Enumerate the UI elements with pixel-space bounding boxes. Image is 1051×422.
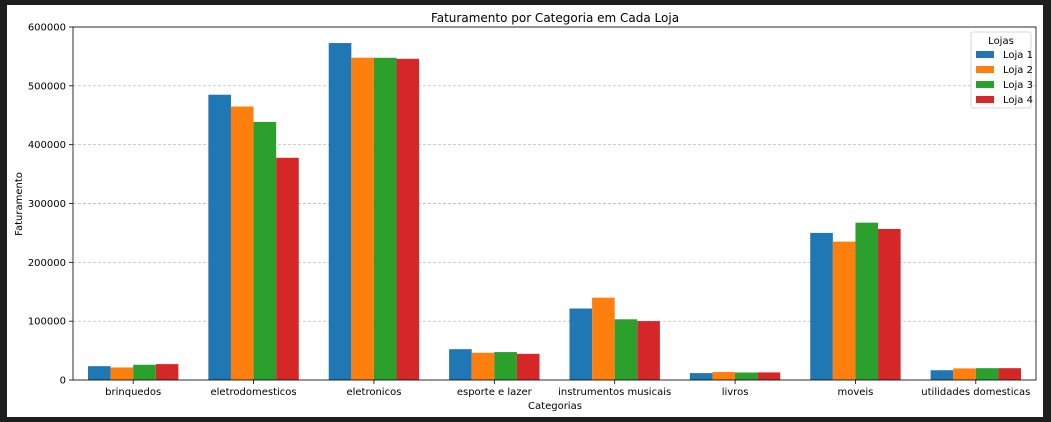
bar — [878, 228, 901, 380]
bar — [757, 372, 781, 380]
bar — [712, 372, 736, 380]
chart-figure: 0 100000 200000 300000 400000 500000 600000 br… — [7, 5, 1043, 417]
chart-title: Faturamento por Categoria em Cada Loja — [431, 11, 679, 25]
y-tick-label: 300000 — [28, 199, 66, 210]
x-tick-label: eletronicos — [346, 387, 401, 398]
y-tick-label: 500000 — [28, 81, 66, 92]
x-tick-label: instrumentos musicais — [558, 387, 671, 398]
bar — [569, 308, 593, 380]
bar — [855, 222, 879, 380]
bar — [396, 58, 420, 381]
x-tick-label: brinquedos — [105, 387, 161, 398]
bar — [253, 121, 277, 380]
bar — [930, 370, 954, 380]
bar — [133, 364, 156, 380]
bar — [810, 232, 833, 380]
bar — [637, 321, 660, 380]
y-tick-label: 100000 — [28, 317, 66, 328]
bar-chart: 0 100000 200000 300000 400000 500000 600000 br… — [14, 11, 1037, 412]
x-tick-label: eletrodomesticos — [211, 387, 297, 398]
bar — [328, 43, 352, 381]
bar — [276, 157, 299, 380]
bar — [614, 319, 638, 380]
x-axis-label: Categorias — [528, 401, 582, 412]
bar — [449, 349, 472, 380]
bar — [832, 241, 856, 380]
bar — [494, 352, 517, 380]
bar — [689, 373, 713, 380]
legend-label: Loja 3 — [1003, 80, 1033, 91]
legend-label: Loja 1 — [1003, 50, 1033, 61]
x-tick-label: livros — [722, 387, 749, 398]
y-tick-label: 0 — [60, 376, 66, 387]
y-axis-label: Faturamento — [14, 172, 25, 236]
bar — [516, 353, 540, 380]
legend-label: Loja 4 — [1003, 95, 1033, 106]
bars — [87, 43, 1022, 381]
legend-swatch — [976, 81, 994, 88]
bar — [953, 368, 976, 380]
bar — [471, 352, 495, 380]
bar — [351, 57, 374, 380]
legend-items: Loja 1 Loja 2 Loja 3 Loja 4 — [976, 50, 1033, 106]
y-axis: 0 100000 200000 300000 400000 500000 600000 — [28, 23, 73, 387]
bar — [87, 366, 111, 380]
x-tick-label: utilidades domesticas — [921, 387, 1030, 398]
bar — [373, 57, 397, 380]
legend-swatch — [976, 96, 994, 103]
bar — [998, 368, 1022, 380]
bar — [975, 368, 999, 380]
bar — [110, 367, 134, 380]
bar — [735, 372, 758, 380]
legend-swatch — [976, 66, 994, 73]
bar — [230, 106, 254, 380]
bar — [155, 364, 179, 380]
y-tick-label: 600000 — [28, 23, 66, 34]
x-tick-label: esporte e lazer — [457, 387, 533, 398]
y-tick-label: 200000 — [28, 258, 66, 269]
legend: Lojas Loja 1 Loja 2 Loja 3 Loja 4 — [970, 31, 1033, 109]
bar — [208, 94, 231, 380]
legend-label: Loja 2 — [1003, 65, 1033, 76]
legend-swatch — [976, 51, 994, 58]
x-tick-label: moveis — [837, 387, 873, 398]
y-tick-label: 400000 — [28, 140, 66, 151]
bar — [592, 297, 615, 380]
x-axis: brinquedos eletrodomesticos eletronicos esp… — [105, 380, 1030, 398]
legend-title: Lojas — [988, 36, 1014, 47]
